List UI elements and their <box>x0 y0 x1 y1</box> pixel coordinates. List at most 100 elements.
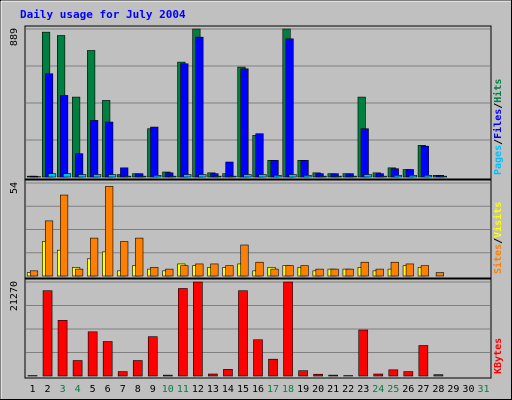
bar-files <box>105 121 114 178</box>
bar-pages <box>438 175 447 178</box>
x-tick-label: 7 <box>120 384 126 395</box>
bar-kbytes <box>328 374 338 377</box>
bar-files <box>120 167 129 178</box>
x-tick-label: 30 <box>462 384 474 395</box>
max-label: 54 <box>9 182 20 194</box>
panel-kbytes: 21270 KBytes <box>9 278 504 379</box>
bar-kbytes <box>147 336 158 377</box>
bar-files <box>285 38 294 178</box>
bar-pages <box>378 175 387 178</box>
x-tick-label: 8 <box>135 384 141 395</box>
bar-sites <box>44 220 54 277</box>
x-tick-label: 6 <box>105 384 111 395</box>
bar-kbytes <box>57 320 68 377</box>
bar-files <box>150 126 159 178</box>
bar-kbytes <box>403 371 414 377</box>
bar-kbytes <box>87 331 98 377</box>
x-tick-label: 12 <box>192 384 204 395</box>
bar-sites <box>120 241 129 277</box>
bar-kbytes <box>223 369 233 377</box>
bar-pages <box>183 174 192 178</box>
legend-item: Visits <box>492 202 504 238</box>
bar-sites <box>330 268 339 277</box>
bar-pages <box>108 174 117 178</box>
bar-sites <box>345 268 354 277</box>
x-tick-label: 29 <box>447 384 459 395</box>
x-tick-label: 14 <box>222 384 234 395</box>
bar-files <box>44 73 54 178</box>
bar-pages <box>273 175 282 178</box>
x-tick-label: 20 <box>312 384 324 395</box>
bar-pages <box>47 173 57 178</box>
bar-sites <box>270 268 279 277</box>
bar-pages <box>213 175 222 178</box>
bar-pages <box>333 175 342 178</box>
bar-kbytes <box>178 288 188 377</box>
x-tick-label: 25 <box>387 384 399 395</box>
x-tick-label: 28 <box>432 384 444 395</box>
bar-kbytes <box>132 360 143 377</box>
x-axis-labels: 1 2 3 4 5 6 7 8 9 10 11 12 13 14 15 16 17 18 19 20 21 22 23 24 2… <box>30 384 490 395</box>
legend-separator: / <box>493 103 504 109</box>
bar-sites <box>255 261 264 277</box>
bar-kbytes <box>373 373 384 377</box>
bar-sites <box>300 265 309 277</box>
bar-pages <box>168 175 177 178</box>
x-tick-label: 3 <box>60 384 66 395</box>
chart-title: Daily usage for July 2004 <box>20 8 186 21</box>
panel-hits-files-pages: 889 Pages/Files/Hits <box>9 25 504 180</box>
max-label: 889 <box>9 28 20 46</box>
bar-pages <box>198 174 207 178</box>
x-tick-label: 23 <box>357 384 369 395</box>
x-tick-label: 18 <box>282 384 294 395</box>
x-tick-label: 19 <box>297 384 309 395</box>
x-tick-label: 15 <box>237 384 249 395</box>
panel-legend: Pages/Files/Hits <box>492 79 504 175</box>
bar-sites <box>195 263 204 277</box>
bar-sites <box>405 263 414 277</box>
bar-sites <box>360 261 369 277</box>
x-tick-label: 31 <box>477 384 489 395</box>
bar-files <box>360 128 369 178</box>
bar-sites <box>435 272 444 277</box>
bar-files <box>270 160 279 178</box>
bar-kbytes <box>117 371 128 377</box>
x-tick-label: 5 <box>90 384 96 395</box>
bar-kbytes <box>102 341 113 377</box>
bar-pages <box>363 174 372 178</box>
bar-sites <box>75 268 84 277</box>
bar-pages <box>288 174 297 178</box>
x-tick-label: 24 <box>372 384 384 395</box>
legend-separator: / <box>493 238 504 244</box>
bar-files <box>180 63 189 178</box>
bar-kbytes <box>163 374 173 377</box>
bar-pages <box>303 175 312 178</box>
x-tick-label: 11 <box>177 384 189 395</box>
bar-files <box>225 161 234 178</box>
bar-sites <box>180 265 189 277</box>
bar-kbytes <box>388 369 399 377</box>
bar-pages <box>393 175 402 178</box>
bar-pages <box>138 175 147 178</box>
bar-pages <box>228 175 237 178</box>
bar-files <box>240 68 249 178</box>
x-tick-label: 16 <box>252 384 264 395</box>
panel-legend: KBytes <box>493 338 504 374</box>
bar-sites <box>375 268 384 277</box>
bar-sites <box>390 261 399 277</box>
bar-sites <box>420 265 429 277</box>
bar-sites <box>285 265 294 277</box>
x-tick-label: 4 <box>75 384 81 395</box>
bar-kbytes <box>42 290 53 377</box>
bar-files <box>255 133 264 178</box>
bar-pages <box>123 175 132 178</box>
legend-item: Files <box>492 109 504 139</box>
bar-sites <box>150 267 159 277</box>
bar-kbytes <box>298 370 308 377</box>
bar-pages <box>348 175 357 178</box>
bar-sites <box>240 244 249 277</box>
bar-sites <box>315 268 324 277</box>
x-tick-label: 21 <box>327 384 339 395</box>
bar-pages <box>63 173 72 178</box>
bar-pages <box>408 175 417 178</box>
